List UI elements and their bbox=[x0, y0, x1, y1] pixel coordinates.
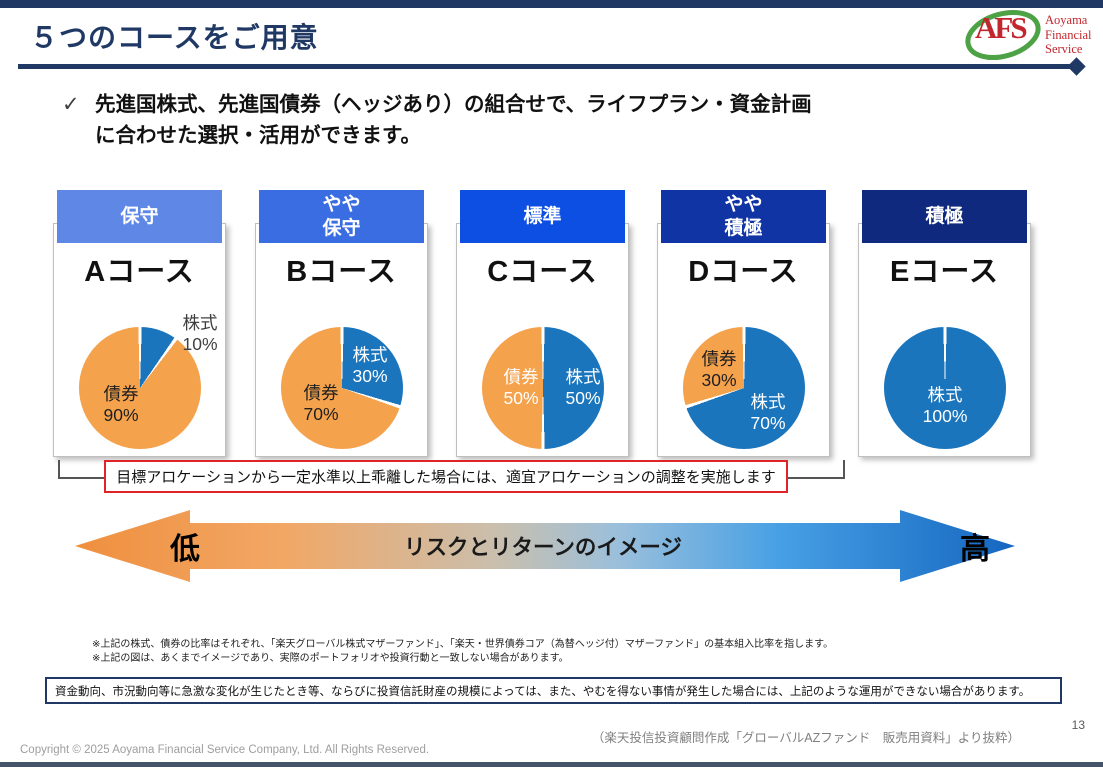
allocation-pie-c bbox=[482, 327, 604, 449]
allocation-pie-a bbox=[79, 327, 201, 449]
company-logo: AFS Aoyama Financial Service bbox=[963, 4, 1098, 66]
stock-label-e: 株式 100% bbox=[922, 385, 968, 426]
rebalance-callout: 目標アロケーションから一定水準以上乖離した場合には、適宜アロケーションの調整を実… bbox=[104, 460, 788, 493]
bracket-tick-right bbox=[843, 460, 845, 478]
course-title-d: Dコース bbox=[688, 256, 799, 288]
risk-return-label: リスクとリターンのイメージ bbox=[404, 535, 682, 560]
logo-company-name: Aoyama Financial Service bbox=[1045, 13, 1092, 56]
stock-label-a: 株式 10% bbox=[182, 313, 218, 354]
bond-label-c: 債券 50% bbox=[503, 367, 539, 408]
source-note: （楽天投信投資顧問作成「グローバルAZファンド 販売用資料」より抜粋） bbox=[591, 731, 1020, 745]
risk-low-label: 低 bbox=[170, 533, 200, 566]
risk-level-header-a: 保守 bbox=[57, 190, 222, 243]
logo-swirl-icon bbox=[965, 10, 1041, 60]
footnote-1: ※上記の株式、債券の比率はそれぞれ、「楽天グローバル株式マザーファンド」、「楽天… bbox=[92, 639, 834, 650]
course-title-e: Eコース bbox=[890, 256, 999, 288]
course-card-d: やや 積極 Dコース 株式 70% 債券 30% bbox=[657, 190, 830, 457]
allocation-pie-b bbox=[281, 327, 403, 449]
check-icon: ✓ bbox=[62, 93, 80, 116]
double-arrow-shape bbox=[75, 510, 1015, 582]
stock-label-d: 株式 70% bbox=[750, 392, 786, 433]
copyright-text: Copyright © 2025 Aoyama Financial Servic… bbox=[20, 744, 430, 756]
course-card-a: 保守 Aコース 株式 10% 債券 90% bbox=[53, 190, 226, 457]
course-card-b: やや 保守 Bコース 株式 30% 債券 70% bbox=[255, 190, 428, 457]
risk-level-header-d: やや 積極 bbox=[661, 190, 826, 243]
stock-label-c: 株式 50% bbox=[565, 367, 601, 408]
risk-level-header-c: 標準 bbox=[460, 190, 625, 243]
stock-label-b: 株式 30% bbox=[352, 345, 388, 386]
top-accent-bar bbox=[0, 0, 1103, 8]
course-title-c: Cコース bbox=[487, 256, 598, 288]
bottom-accent-bar bbox=[0, 762, 1103, 767]
footnote-2: ※上記の図は、あくまでイメージであり、実際のポートフォリオや投資行動と一致しない… bbox=[92, 652, 569, 664]
logo-monogram: AFS bbox=[975, 10, 1028, 45]
risk-level-header-b: やや 保守 bbox=[259, 190, 424, 243]
course-title-b: Bコース bbox=[286, 256, 397, 288]
bond-label-b: 債券 70% bbox=[303, 383, 339, 424]
course-card-c: 標準 Cコース 株式 50% 債券 50% bbox=[456, 190, 629, 457]
footnotes: ※上記の株式、債券の比率はそれぞれ、「楽天グローバル株式マザーファンド」、「楽天… bbox=[92, 638, 833, 665]
risk-high-label: 高 bbox=[960, 533, 990, 566]
allocation-pie-e bbox=[884, 327, 1006, 449]
bond-label-a: 債券 90% bbox=[103, 384, 139, 425]
course-title-a: Aコース bbox=[84, 256, 195, 288]
intro-text: 先進国株式、先進国債券（ヘッジあり）の組合せで、ライフプラン・資金計画 に合わせ… bbox=[95, 93, 812, 147]
bracket-tick-left bbox=[58, 460, 60, 478]
page-number: 13 bbox=[1071, 718, 1085, 732]
allocation-pie-d bbox=[683, 327, 805, 449]
title-underline bbox=[18, 64, 1075, 69]
risk-return-arrow bbox=[75, 508, 1015, 584]
disclaimer-box: 資金動向、市況動向等に急激な変化が生じたとき等、ならびに投資信託財産の規模によっ… bbox=[45, 677, 1062, 704]
page-title: ５つのコースをご用意 bbox=[30, 22, 319, 53]
bond-label-d: 債券 30% bbox=[701, 349, 737, 390]
course-card-e: 積極 Eコース 株式 100% bbox=[858, 190, 1031, 457]
risk-level-header-e: 積極 bbox=[862, 190, 1027, 243]
